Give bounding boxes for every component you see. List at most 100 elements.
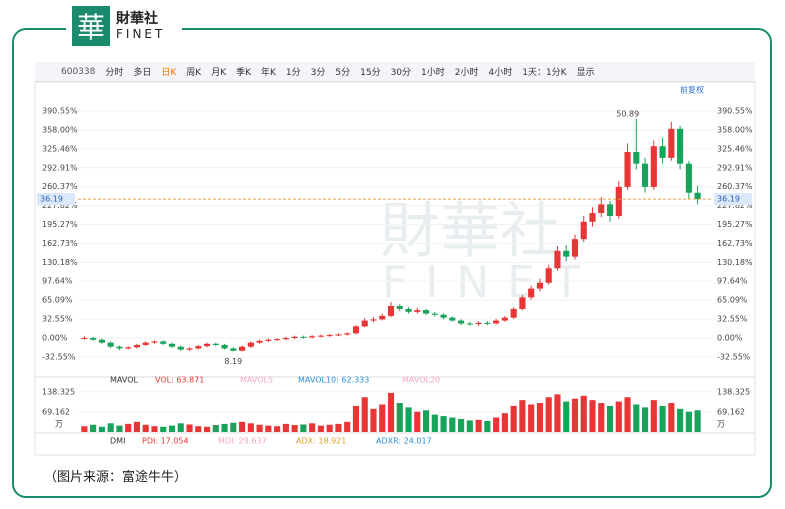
volume-bar [160, 426, 167, 432]
candle-body [195, 346, 202, 349]
candle-body [624, 152, 631, 187]
candle-body [168, 343, 176, 347]
volume-bar [168, 425, 176, 432]
volume-bar [396, 403, 403, 432]
volume-bar [361, 397, 368, 432]
candle-body [431, 313, 438, 315]
candle-body [300, 336, 307, 338]
y-tick-label: 162.73% [717, 239, 753, 248]
volume-bar [659, 405, 666, 432]
toolbar-item[interactable]: 月K [211, 68, 227, 78]
volume-bar [484, 420, 491, 432]
toolbar-item[interactable]: 1小时 [421, 68, 445, 78]
toolbar-item[interactable]: 15分 [360, 68, 381, 78]
candle-body [326, 335, 333, 337]
candle-body [142, 342, 149, 345]
price-label: 36.19 [717, 195, 740, 204]
toolbar-item[interactable]: 分时 [105, 68, 124, 78]
candle-body [370, 319, 377, 321]
volume-bar [239, 421, 246, 432]
candle-body [466, 323, 473, 325]
y-tick-label: 227.82% [42, 201, 78, 210]
volume-bar [641, 407, 649, 432]
volume-legend: MAVOL5 [240, 376, 273, 385]
volume-bar [247, 423, 254, 432]
volume-bar [186, 424, 193, 432]
volume-bar [440, 416, 447, 432]
y-tick-label: 325.46% [717, 144, 753, 153]
volume-bar [677, 408, 684, 432]
price-tag [37, 193, 75, 206]
y-tick-label: -32.55% [717, 352, 751, 361]
volume-bar [624, 397, 631, 432]
candle-body [274, 339, 281, 341]
toolbar-item[interactable]: 4小时 [488, 68, 513, 78]
y-tick-label: 0.00% [42, 333, 68, 342]
candle-body [554, 250, 561, 269]
volume-bar [282, 423, 289, 432]
candle-body [493, 320, 500, 324]
candle-body [212, 343, 219, 345]
toolbar-item[interactable]: 周K [186, 68, 202, 78]
volume-bar [422, 410, 430, 432]
candle-body [239, 346, 246, 351]
toolbar-item[interactable]: 多日 [133, 68, 152, 78]
volume-legend: MAVOL [110, 376, 138, 385]
candle-body [510, 308, 517, 318]
volume-bar [606, 405, 614, 432]
y-tick-label: 65.09% [717, 296, 748, 305]
toolbar-item[interactable]: 1天：1分K [522, 68, 567, 78]
volume-bar [81, 426, 88, 432]
candle-body [545, 268, 552, 283]
volume-bar [142, 424, 149, 432]
y-tick-label: 260.37% [42, 182, 78, 191]
candle-body [317, 335, 324, 337]
y-tick-label: 195.27% [42, 220, 78, 229]
y-tick-label: 292.91% [42, 163, 78, 172]
chart-panel [34, 81, 756, 456]
y-tick-label: 130.18% [717, 258, 753, 267]
dmi-legend: DMI [110, 437, 125, 446]
price-label: 36.19 [40, 195, 63, 204]
candle-body [309, 336, 316, 338]
volume-bar [212, 425, 219, 432]
volume-unit: 万 [55, 420, 63, 429]
y-tick-label: 390.55% [42, 107, 78, 116]
toolbar-item[interactable]: 30分 [390, 68, 412, 78]
toolbar-item[interactable]: 1分 [285, 68, 301, 78]
volume-bar [589, 400, 596, 432]
volume-bar [405, 407, 412, 432]
volume-bar [291, 425, 298, 432]
volume-bar [458, 418, 465, 432]
low-label: 8.19 [224, 357, 242, 366]
toolbar-item[interactable]: 5分 [335, 68, 351, 78]
candle-body [361, 320, 368, 327]
stock-code: 600338 [61, 66, 96, 77]
dmi-legend: PDI: 17.054 [142, 437, 189, 446]
toolbar-item[interactable]: 3分 [310, 68, 326, 78]
volume-bar [379, 404, 386, 432]
toolbar-item[interactable]: 季K [236, 68, 252, 78]
volume-bar [598, 403, 605, 432]
candle-body [160, 341, 167, 344]
logo-mark: 華 [72, 6, 110, 46]
candle-body [501, 317, 508, 321]
volume-bar [203, 426, 211, 432]
y-tick-label: 32.55% [42, 315, 73, 324]
y-tick-label: 32.55% [717, 315, 748, 324]
volume-bar [107, 423, 114, 432]
caption: （图片来源：富途牛牛） [44, 470, 188, 485]
high-label: 50.89 [616, 109, 639, 118]
toolbar-item[interactable]: 显示 [576, 68, 595, 78]
candle-body [615, 186, 622, 216]
candle-body [396, 306, 403, 309]
volume-unit: 万 [717, 420, 725, 429]
toolbar-item[interactable]: 日K [161, 68, 177, 78]
candle-body [606, 204, 614, 216]
toolbar-item[interactable]: 年K [261, 68, 276, 78]
y-tick-label: 325.46% [42, 144, 78, 153]
volume-bar [352, 405, 360, 432]
y-tick-label: 65.09% [42, 296, 73, 305]
toolbar-item[interactable]: 2小时 [454, 68, 479, 78]
candle-body [563, 250, 570, 257]
